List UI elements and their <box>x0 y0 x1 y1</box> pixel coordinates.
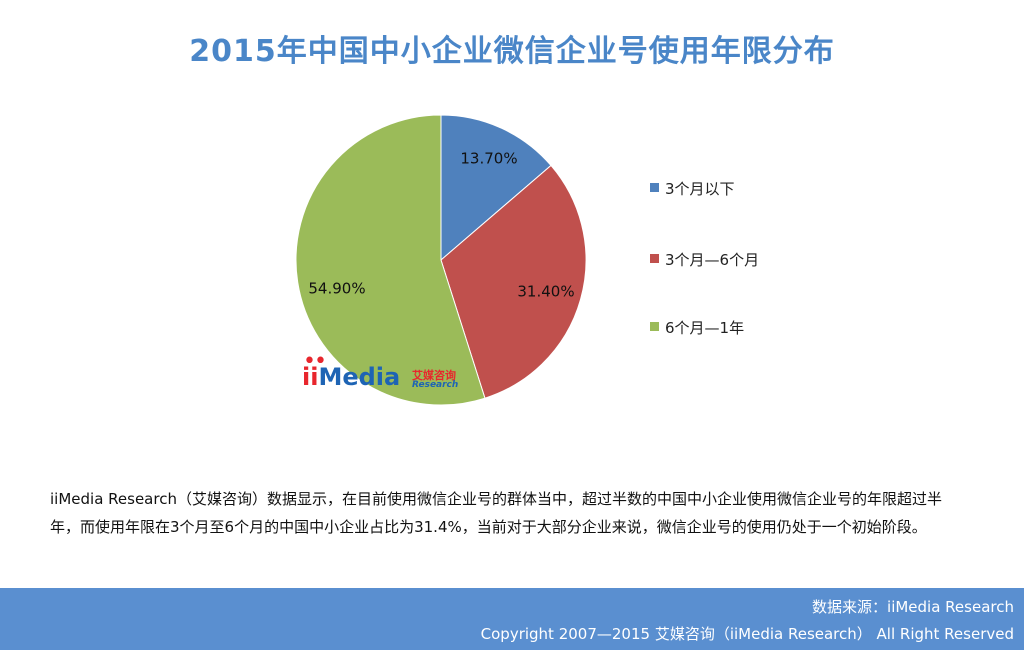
description-text: iiMedia Research（艾媒咨询）数据显示，在目前使用微信企业号的群体… <box>50 490 942 536</box>
logo-research-text: Research <box>412 380 459 390</box>
legend-item-3-to-6-months: 3个月—6个月 <box>650 249 759 271</box>
data-label: 13.70% <box>460 150 517 168</box>
logo-ii: ii <box>302 363 319 391</box>
legend-item-under-3-months: 3个月以下 <box>650 178 735 200</box>
logo-wordmark: iiMedia <box>302 363 400 391</box>
chart-title: 2015年中国中小企业微信企业号使用年限分布 <box>189 34 835 69</box>
data-label: 54.90% <box>308 280 365 298</box>
legend-label: 3个月以下 <box>665 180 735 198</box>
logo-dots: •• <box>303 349 327 374</box>
legend-label: 3个月—6个月 <box>665 251 760 269</box>
legend-label: 6个月—1年 <box>665 319 745 337</box>
logo-chinese-text: 艾媒咨询 <box>412 369 456 382</box>
data-source: 数据来源：iiMedia Research <box>812 598 1014 616</box>
data-label: 31.40% <box>517 283 574 301</box>
footer-bar: 数据来源：iiMedia Research Copyright 2007—201… <box>0 588 1024 650</box>
legend-swatch <box>650 322 659 331</box>
slice-3-to-6-months <box>440 164 587 399</box>
iimedia-logo: •• iiMedia 艾媒咨询 Research <box>300 349 470 395</box>
copyright: Copyright 2007—2015 艾媒咨询（iiMedia Researc… <box>480 625 1014 643</box>
slice-6-months-to-1-year <box>295 114 486 406</box>
legend-item-6-months-to-1-year: 6个月—1年 <box>650 317 744 339</box>
logo-media: Media <box>318 363 401 391</box>
legend-swatch <box>650 183 659 192</box>
slice-under-3-months <box>440 114 552 262</box>
legend-swatch <box>650 254 659 263</box>
